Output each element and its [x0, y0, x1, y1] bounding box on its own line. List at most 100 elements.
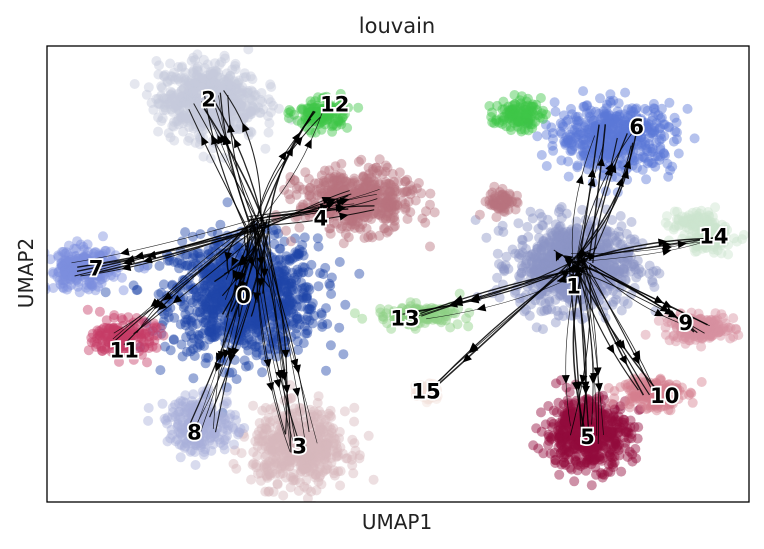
- cell-point-cluster-0: [182, 346, 192, 357]
- cell-point-cluster-0: [217, 280, 228, 291]
- cell-point-cluster-0: [211, 269, 222, 280]
- cell-point-cluster-0: [216, 273, 227, 284]
- cell-point-cluster-0: [181, 314, 192, 325]
- cell-point-cluster-0: [197, 328, 208, 339]
- cell-point-cluster-0: [215, 256, 226, 267]
- cell-point-cluster-0: [241, 361, 251, 372]
- cell-point-cluster-0: [299, 282, 310, 293]
- cell-point-cluster-0: [250, 341, 261, 352]
- cell-point-cluster-4: [394, 167, 405, 178]
- cell-point-cluster-0: [204, 287, 215, 298]
- cell-point-cluster-0: [219, 321, 230, 332]
- cell-point-cluster-0: [238, 335, 249, 346]
- cell-point-cluster-0: [278, 269, 289, 280]
- cell-point-cluster-0: [216, 277, 227, 287]
- cell-point-cluster-6: [605, 97, 616, 108]
- cell-point-cluster-0: [128, 280, 139, 291]
- cell-point-cluster-0: [185, 315, 196, 326]
- cell-point-cluster-0: [206, 294, 217, 305]
- cell-point-cluster-0: [195, 283, 205, 294]
- cell-point-cluster-2: [184, 132, 195, 143]
- cell-point-cluster-4: [367, 164, 378, 175]
- cell-point-cluster-0: [212, 289, 222, 300]
- cell-point-cluster-5: [569, 476, 580, 487]
- cell-point-cluster-0: [286, 285, 296, 296]
- cell-point-cluster-6: [655, 151, 666, 162]
- cell-point-cluster-2: [219, 152, 230, 163]
- cell-point-cluster-0: [205, 275, 216, 286]
- cell-point-cluster-0: [199, 341, 209, 351]
- cell-point-cluster-3: [347, 434, 358, 445]
- cell-point-cluster-1: [523, 231, 534, 242]
- cell-point-cluster-0: [297, 246, 308, 257]
- cell-point-cluster-4: [389, 215, 400, 226]
- x-axis-label: UMAP1: [362, 510, 432, 534]
- cell-point-cluster-0: [281, 254, 292, 265]
- cell-point-cluster-0: [284, 300, 295, 311]
- cell-point-cluster-4: [336, 158, 347, 169]
- cell-point-cluster-0: [206, 327, 217, 338]
- cell-point-cluster-0: [188, 333, 199, 344]
- cell-point-cluster-2: [202, 59, 213, 70]
- cell-point-cluster-0: [264, 300, 275, 311]
- cell-point-cluster-4: [380, 179, 391, 190]
- cell-point-cluster-4: [363, 212, 374, 223]
- cell-point-cluster-4: [294, 222, 305, 233]
- cell-point-cluster-0: [254, 334, 265, 345]
- cell-point-cluster-0: [201, 301, 212, 312]
- cell-point-cluster-6: [623, 104, 633, 115]
- cell-point-cluster-0: [211, 298, 222, 309]
- cell-point-cluster-0: [196, 313, 207, 324]
- cell-point-cluster-0: [187, 231, 198, 242]
- cell-point-cluster-0: [285, 298, 296, 309]
- cell-point-cluster-0: [325, 280, 336, 291]
- cell-point-cluster-0: [271, 351, 282, 362]
- cell-point-cluster-0: [295, 314, 306, 325]
- cell-point-cluster-1: [542, 252, 553, 263]
- cell-point-cluster-0: [188, 284, 199, 295]
- cell-point-cluster-2: [257, 97, 267, 107]
- cell-point-cluster-0: [303, 282, 314, 293]
- cell-point-cluster-0: [184, 305, 195, 316]
- cell-point-cluster-2: [154, 29, 164, 39]
- cell-point-cluster-0: [180, 309, 191, 320]
- cell-point-cluster-6: [548, 145, 559, 156]
- cell-point-cluster-4: [329, 172, 340, 183]
- cell-point-cluster-0: [203, 321, 214, 331]
- cell-point-cluster-6: [549, 97, 560, 108]
- cell-point-cluster-1: [629, 259, 640, 270]
- cell-point-cluster-0: [213, 281, 224, 292]
- cell-point-cluster-0: [296, 268, 307, 278]
- cell-point-cluster-0: [243, 332, 254, 343]
- cell-point-cluster-0: [321, 303, 331, 314]
- cell-point-cluster-0: [194, 330, 205, 341]
- cell-point-cluster-6: [641, 174, 652, 185]
- cell-point-cluster-2: [213, 67, 224, 78]
- cell-point-cluster-0: [202, 279, 213, 290]
- cell-point-cluster-0: [248, 300, 259, 311]
- cell-point-cluster-0: [313, 241, 324, 252]
- cell-point-cluster-5: [599, 469, 610, 480]
- cell-point-cluster-0: [188, 249, 199, 260]
- cell-point-cluster-0: [293, 251, 304, 261]
- cell-point-cluster-0: [325, 340, 336, 351]
- cell-point-cluster-4: [421, 206, 431, 217]
- cell-point-cluster-0: [265, 323, 276, 334]
- cell-point-cluster-0: [214, 287, 225, 297]
- cell-point-cluster-0: [214, 307, 225, 318]
- cell-point-cluster-0: [200, 315, 211, 326]
- cell-point-cluster-0: [293, 249, 304, 260]
- cell-point-cluster-6: [578, 86, 589, 97]
- cell-point-cluster-0: [273, 255, 284, 266]
- cell-point-cluster-5: [551, 378, 561, 389]
- cell-point-cluster-2: [236, 94, 247, 105]
- cell-point-cluster-0: [188, 253, 198, 264]
- cell-point-cluster-0: [158, 279, 169, 290]
- cell-point-cluster-0: [298, 250, 309, 261]
- cell-point-cluster-3: [368, 474, 379, 485]
- cell-point-cluster-6: [663, 171, 674, 182]
- cell-point-cluster-1: [647, 277, 658, 288]
- cell-point-cluster-1: [618, 263, 629, 274]
- cell-point-cluster-1: [637, 238, 648, 249]
